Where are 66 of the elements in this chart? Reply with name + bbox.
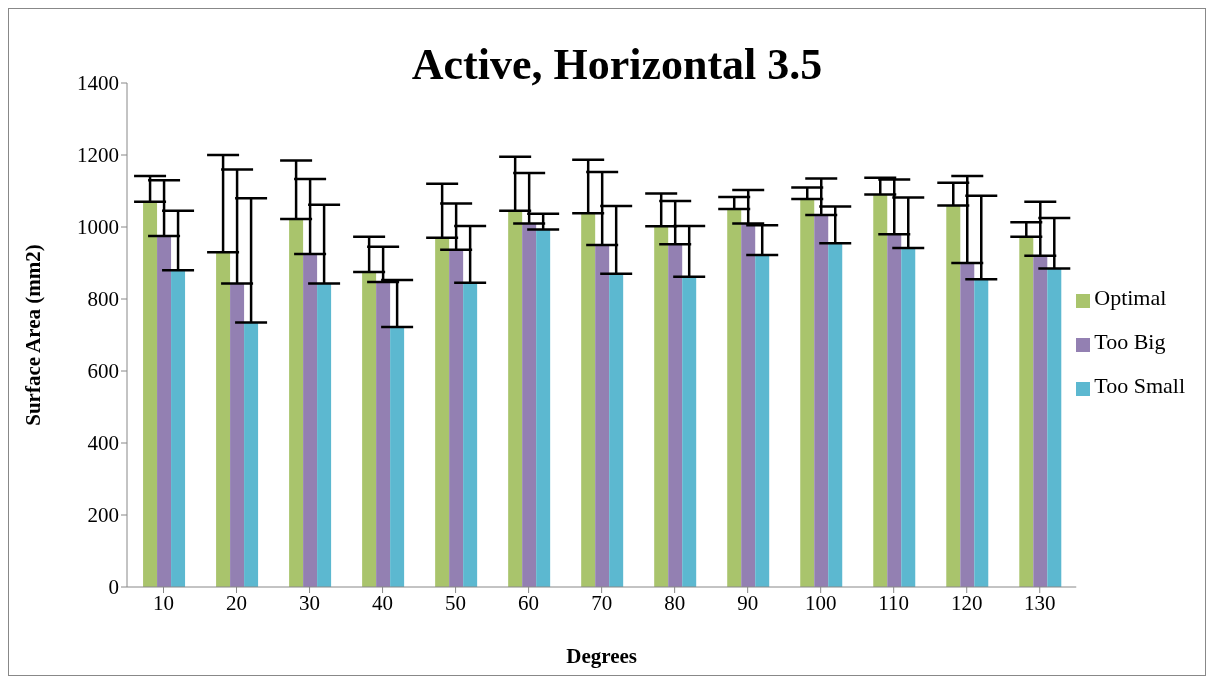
- bar: [157, 236, 172, 587]
- y-tick-label: 400: [87, 431, 119, 456]
- x-tick-label: 40: [372, 590, 394, 615]
- x-tick-label: 10: [153, 590, 175, 615]
- bar: [654, 226, 669, 587]
- x-tick-label: 100: [804, 590, 837, 615]
- x-tick-label: 20: [226, 590, 248, 615]
- bar: [609, 273, 624, 587]
- bar: [216, 252, 231, 587]
- bar: [1033, 255, 1048, 587]
- bar: [901, 247, 916, 587]
- legend-label: Too Big: [1094, 329, 1166, 354]
- bar: [828, 243, 843, 587]
- bar: [960, 263, 975, 587]
- x-tick-label: 60: [518, 590, 540, 615]
- bar: [390, 327, 405, 587]
- bar: [581, 213, 596, 587]
- bar: [668, 244, 683, 587]
- bar: [595, 245, 610, 587]
- bar: [887, 234, 902, 587]
- x-tick-label: 130: [1023, 590, 1056, 615]
- bar: [1047, 268, 1062, 587]
- bar: [741, 223, 756, 587]
- bar: [230, 283, 245, 587]
- bar: [755, 255, 770, 587]
- bar: [171, 270, 186, 587]
- bar: [727, 209, 742, 587]
- x-tick-label: 120: [950, 590, 983, 615]
- bar: [435, 237, 450, 587]
- bar: [289, 219, 304, 587]
- x-tick-label: 90: [737, 590, 759, 615]
- bar: [376, 282, 391, 587]
- y-tick-label: 1200: [77, 143, 119, 168]
- x-tick-label: 50: [445, 590, 467, 615]
- bar: [463, 282, 478, 587]
- legend-label: Optimal: [1094, 285, 1167, 310]
- bar: [303, 254, 318, 587]
- x-tick-label: 30: [299, 590, 321, 615]
- y-tick-label: 0: [108, 575, 119, 600]
- bar: [800, 198, 815, 587]
- x-tick-label: 70: [591, 590, 613, 615]
- bar: [522, 223, 537, 587]
- bar: [317, 283, 332, 587]
- y-tick-label: 1400: [77, 71, 119, 96]
- y-tick-label: 600: [87, 359, 119, 384]
- bar: [1019, 236, 1034, 587]
- y-tick-label: 1000: [77, 215, 119, 240]
- bar: [814, 215, 829, 587]
- bar: [536, 229, 551, 587]
- y-tick-label: 800: [87, 287, 119, 312]
- y-tick-label: 200: [87, 503, 119, 528]
- x-axis-title: Degrees: [566, 644, 637, 668]
- chart-title: Active, Horizontal 3.5: [411, 40, 823, 89]
- bar: [873, 194, 888, 587]
- bar: [508, 210, 523, 587]
- legend-label: Too Small: [1094, 373, 1185, 398]
- x-tick-label: 80: [664, 590, 686, 615]
- bar: [946, 205, 961, 587]
- bar: [449, 249, 464, 587]
- bar: [244, 322, 259, 587]
- bar: [143, 201, 158, 587]
- y-axis-title: Surface Area (mm2): [21, 244, 46, 426]
- bar: [682, 276, 697, 587]
- bar: [362, 272, 377, 587]
- x-tick-label: 110: [878, 590, 910, 615]
- bar: [974, 279, 989, 587]
